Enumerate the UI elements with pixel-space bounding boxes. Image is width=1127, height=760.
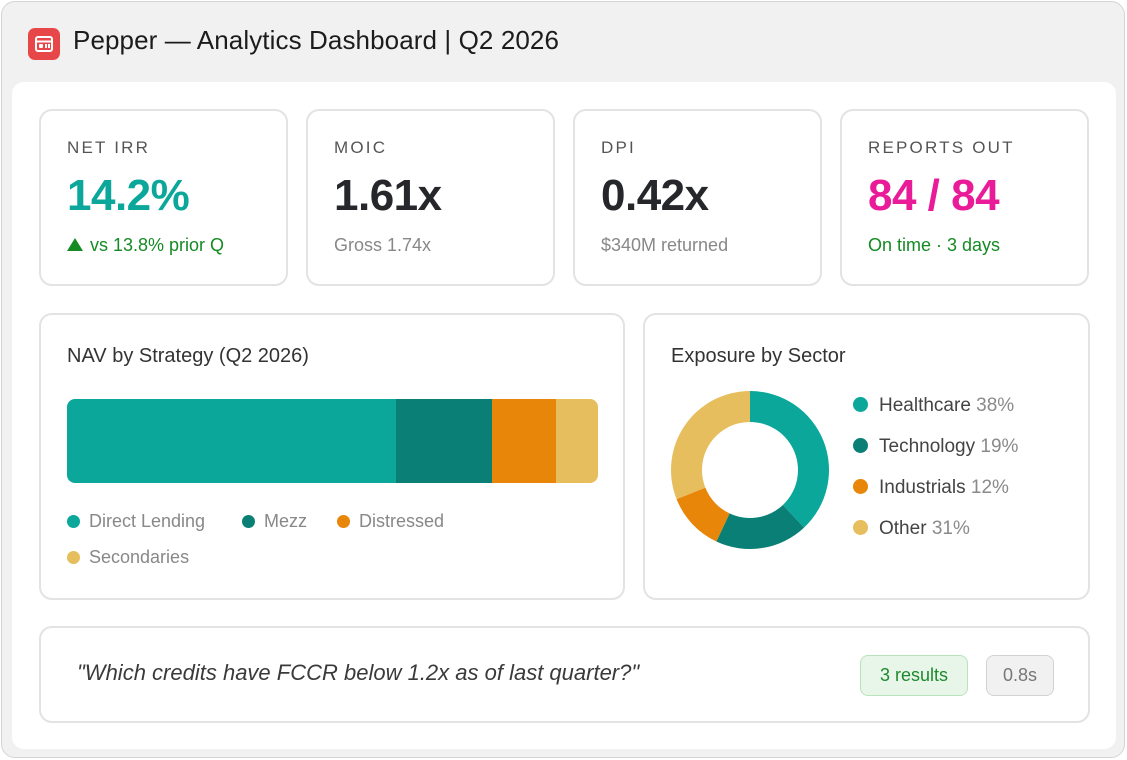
bar-segment-mezz: [396, 399, 492, 483]
sector-label: Technology: [879, 436, 981, 457]
kpi-value: 0.42x: [601, 171, 709, 220]
panel-title: NAV by Strategy (Q2 2026): [67, 345, 309, 367]
dashboard-content: NET IRR 14.2% vs 13.8% prior Q MOIC 1.61…: [12, 82, 1116, 749]
exposure-by-sector-panel: Exposure by Sector Healthcare 38% Technol…: [643, 313, 1090, 600]
query-bar[interactable]: "Which credits have FCCR below 1.2x as o…: [39, 626, 1090, 723]
sector-label: Other: [879, 518, 932, 539]
kpi-value: 84 / 84: [868, 171, 1000, 220]
window-title: Pepper — Analytics Dashboard | Q2 2026: [73, 25, 560, 55]
donut-slice-other: [671, 391, 750, 500]
kpi-subtext-label: vs 13.8% prior Q: [90, 235, 225, 255]
bar-segment-secondaries: [556, 399, 598, 483]
kpi-value: 1.61x: [334, 171, 442, 220]
kpi-subtext: $340M returned: [601, 235, 729, 255]
legend-dot-icon: [337, 515, 350, 528]
legend-label: Distressed: [359, 511, 445, 531]
kpi-subtext: Gross 1.74x: [334, 235, 432, 255]
sector-legend-item: Industrials 12%: [853, 477, 1009, 499]
stacked-bar: [67, 399, 598, 483]
legend-dot-icon: [853, 397, 868, 412]
kpi-label: NET IRR: [67, 138, 151, 157]
calendar-icon: [28, 28, 60, 60]
legend-label: Secondaries: [89, 547, 190, 567]
panel-title: Exposure by Sector: [671, 345, 846, 367]
sector-percent: 38%: [976, 395, 1015, 416]
kpi-card-moic: MOIC 1.61x Gross 1.74x: [306, 109, 555, 286]
sector-label: Healthcare: [879, 395, 977, 416]
kpi-label: DPI: [601, 138, 636, 157]
kpi-card-reports-out: REPORTS OUT 84 / 84 On time · 3 days: [840, 109, 1089, 286]
query-text[interactable]: "Which credits have FCCR below 1.2x as o…: [77, 660, 640, 685]
sector-percent: 31%: [931, 518, 970, 539]
donut-slice-healthcare: [750, 391, 829, 528]
legend-item: Mezz: [242, 511, 307, 532]
sector-label: Industrials: [879, 477, 971, 498]
donut-slice-industrials: [676, 487, 730, 542]
legend-dot-icon: [853, 479, 868, 494]
legend-dot-icon: [242, 515, 255, 528]
kpi-label: REPORTS OUT: [868, 138, 1015, 157]
triangle-up-icon: [67, 238, 83, 251]
kpi-label: MOIC: [334, 138, 388, 157]
kpi-subtext: On time · 3 days: [868, 235, 1001, 255]
bar-segment-distressed: [492, 399, 556, 483]
legend-dot-icon: [853, 438, 868, 453]
kpi-value: 14.2%: [67, 171, 190, 220]
bar-segment-direct-lending: [67, 399, 396, 483]
title-bar: Pepper — Analytics Dashboard | Q2 2026: [2, 2, 1124, 82]
donut-slice-technology: [716, 504, 805, 549]
kpi-card-dpi: DPI 0.42x $340M returned: [573, 109, 822, 286]
sector-legend-item: Technology 19%: [853, 436, 1018, 458]
kpi-card-net-irr: NET IRR 14.2% vs 13.8% prior Q: [39, 109, 288, 286]
sector-donut-chart: [671, 391, 829, 549]
sector-legend-item: Other 31%: [853, 518, 970, 540]
timing-badge: 0.8s: [986, 655, 1054, 696]
legend-item: Direct Lending: [67, 511, 205, 532]
nav-by-strategy-panel: NAV by Strategy (Q2 2026) Direct Lending…: [39, 313, 625, 600]
legend-item: Secondaries: [67, 547, 189, 568]
legend-item: Distressed: [337, 511, 444, 532]
legend-label: Direct Lending: [89, 511, 206, 531]
legend-dot-icon: [67, 551, 80, 564]
legend-dot-icon: [67, 515, 80, 528]
legend-label: Mezz: [264, 511, 308, 531]
legend-dot-icon: [853, 520, 868, 535]
kpi-subtext: vs 13.8% prior Q: [67, 235, 224, 256]
sector-percent: 19%: [980, 436, 1019, 457]
results-badge[interactable]: 3 results: [860, 655, 968, 696]
sector-percent: 12%: [970, 477, 1009, 498]
sector-legend-item: Healthcare 38%: [853, 395, 1014, 417]
